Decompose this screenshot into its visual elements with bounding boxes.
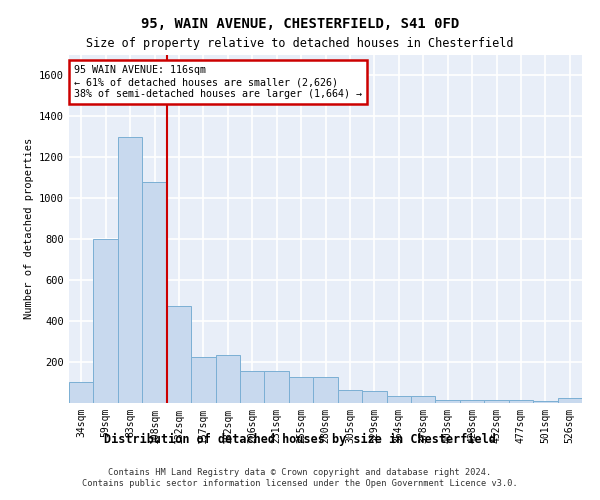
- Bar: [142, 182, 167, 402]
- Text: 95, WAIN AVENUE, CHESTERFIELD, S41 0FD: 95, WAIN AVENUE, CHESTERFIELD, S41 0FD: [141, 18, 459, 32]
- Text: Size of property relative to detached houses in Chesterfield: Size of property relative to detached ho…: [86, 38, 514, 51]
- Bar: [167, 306, 191, 402]
- Bar: [265, 371, 289, 402]
- Y-axis label: Number of detached properties: Number of detached properties: [23, 138, 34, 320]
- Bar: [191, 356, 215, 403]
- Bar: [386, 396, 411, 402]
- Bar: [69, 382, 94, 402]
- Bar: [240, 371, 265, 402]
- Text: Distribution of detached houses by size in Chesterfield: Distribution of detached houses by size …: [104, 432, 496, 446]
- Bar: [362, 392, 386, 402]
- Bar: [118, 137, 142, 402]
- Text: Contains HM Land Registry data © Crown copyright and database right 2024.
Contai: Contains HM Land Registry data © Crown c…: [82, 468, 518, 487]
- Bar: [411, 396, 436, 402]
- Text: 95 WAIN AVENUE: 116sqm
← 61% of detached houses are smaller (2,626)
38% of semi-: 95 WAIN AVENUE: 116sqm ← 61% of detached…: [74, 66, 362, 98]
- Bar: [338, 390, 362, 402]
- Bar: [94, 239, 118, 402]
- Bar: [289, 377, 313, 402]
- Bar: [436, 400, 460, 402]
- Bar: [215, 356, 240, 403]
- Bar: [460, 400, 484, 402]
- Bar: [313, 377, 338, 402]
- Bar: [509, 400, 533, 402]
- Bar: [484, 400, 509, 402]
- Bar: [557, 398, 582, 402]
